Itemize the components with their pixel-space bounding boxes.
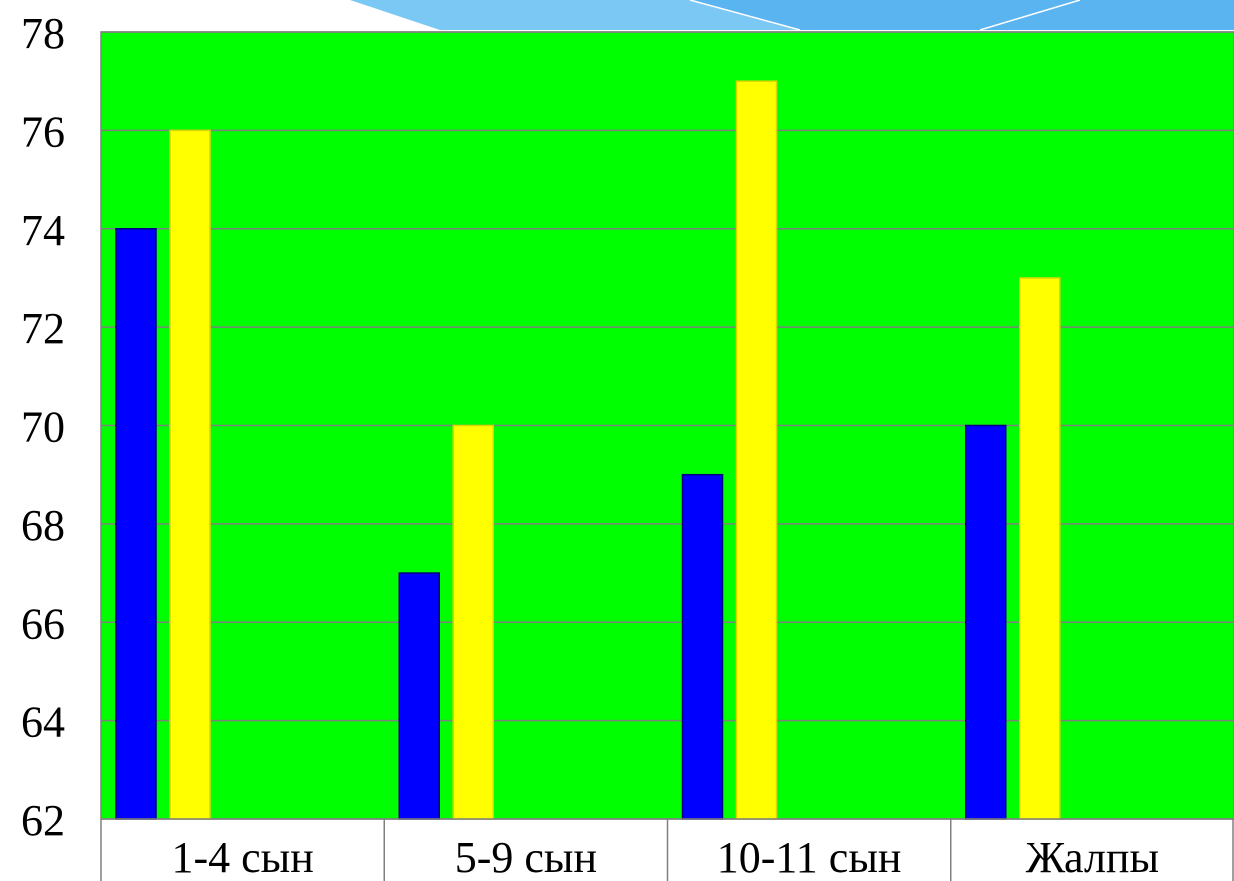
y-tick-label: 64 — [21, 698, 65, 747]
bar-series1-4 — [965, 424, 1007, 820]
y-tick-label: 76 — [21, 107, 65, 156]
bar-series1-2 — [398, 572, 440, 820]
bar-series2-4 — [1019, 277, 1061, 820]
category-label: 5-9 сын — [455, 833, 597, 881]
y-axis-tick-labels: 62 64 66 68 70 72 74 76 78 — [21, 9, 65, 845]
y-tick-label: 62 — [21, 796, 65, 845]
category-label: 10-11 сын — [717, 833, 902, 881]
category-label: 1-4 сын — [171, 833, 313, 881]
bar-series2-1 — [169, 129, 211, 820]
y-tick-label: 74 — [21, 206, 65, 255]
category-label: Жалпы — [1026, 833, 1159, 881]
y-tick-label: 72 — [21, 304, 65, 353]
bar-series1-3 — [681, 473, 724, 820]
y-tick-label: 70 — [21, 403, 65, 452]
y-tick-label: 78 — [21, 9, 65, 58]
bars — [115, 80, 1061, 820]
decoration-ribbon — [350, 0, 1234, 31]
bar-series2-3 — [735, 80, 778, 820]
category-table: 1-4 сын 5-9 сын 10-11 сын Жалпы — [100, 818, 1234, 881]
y-tick-label: 66 — [21, 599, 65, 648]
y-tick-label: 68 — [21, 501, 65, 550]
bar-series1-1 — [115, 228, 157, 820]
bar-series2-2 — [452, 424, 494, 820]
